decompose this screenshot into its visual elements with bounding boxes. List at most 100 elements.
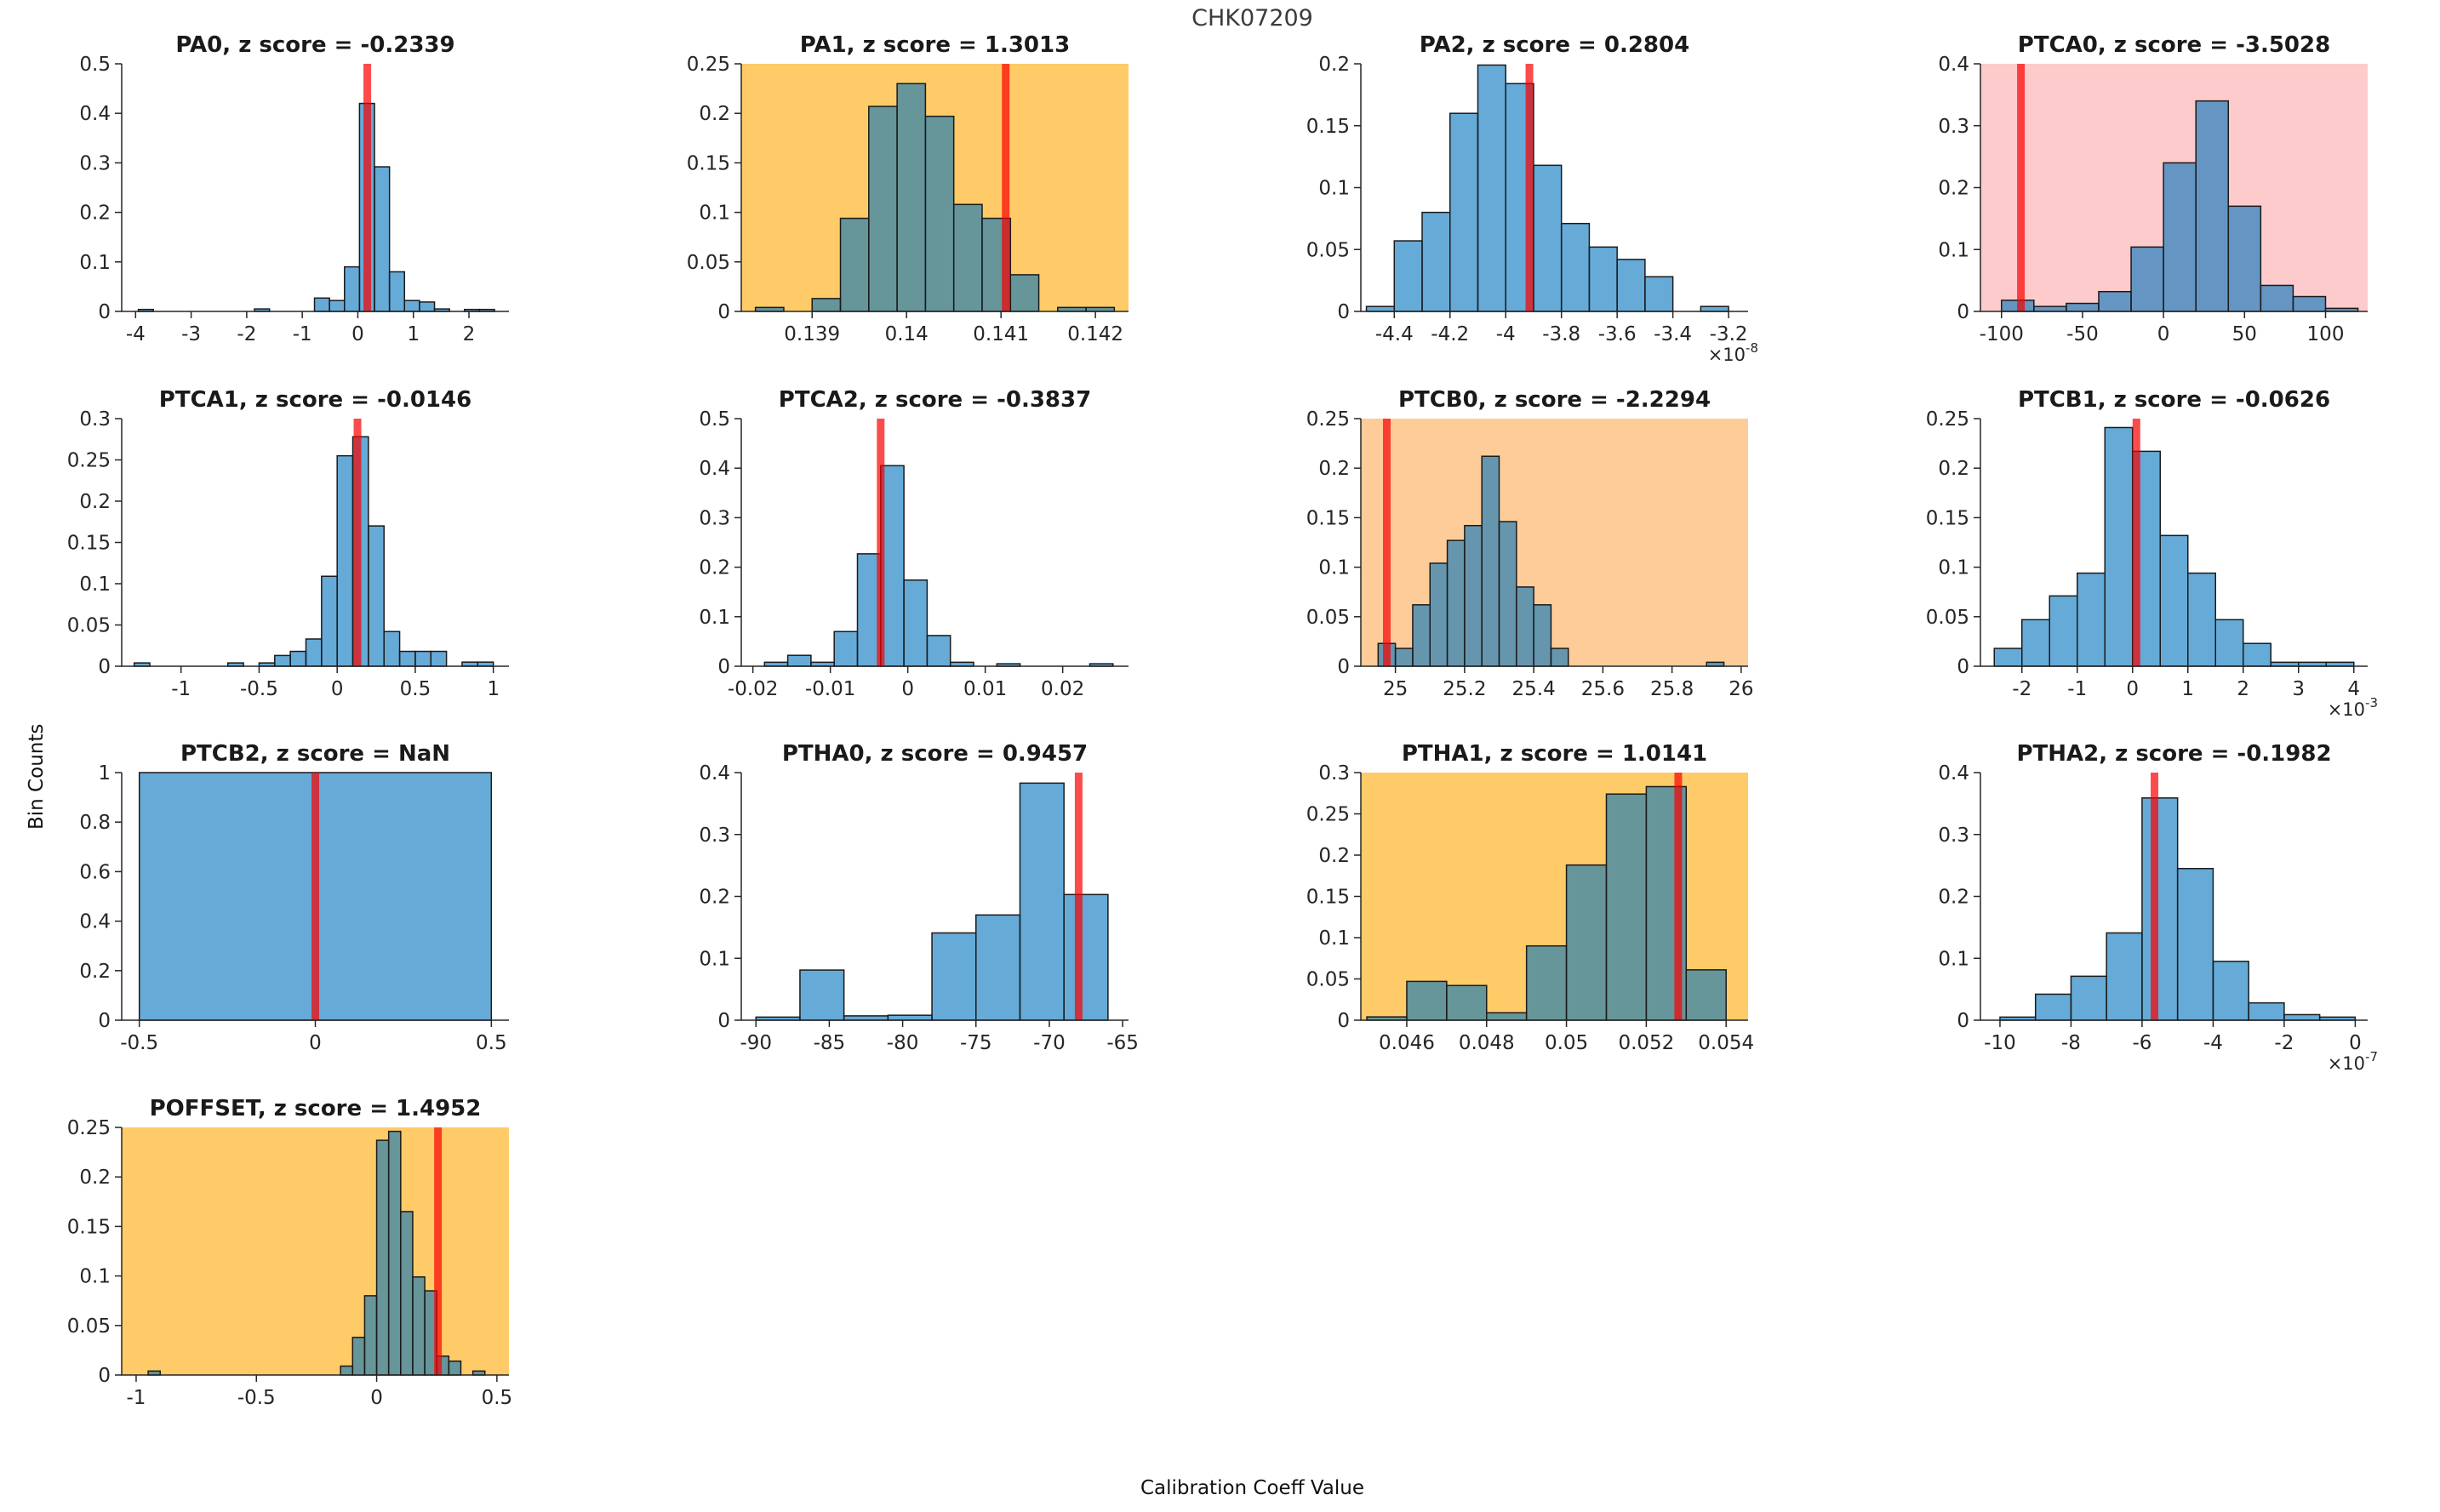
x-tick-label: 0 bbox=[901, 678, 914, 700]
x-tick-label: -75 bbox=[960, 1032, 992, 1054]
x-tick-label: -4.2 bbox=[1431, 323, 1469, 345]
y-tick-label: 0 bbox=[1337, 301, 1350, 323]
y-tick-label: 0.8 bbox=[79, 812, 111, 834]
axes-lines bbox=[121, 419, 509, 667]
histogram-bar bbox=[1616, 259, 1646, 312]
histogram-bar bbox=[1486, 1012, 1528, 1021]
y-tick-label: 0.05 bbox=[687, 252, 730, 274]
x-tick-label: -1 bbox=[2067, 678, 2087, 700]
y-tick-label: 0.15 bbox=[67, 1216, 111, 1238]
subplot-title: PTCA2, z score = -0.3837 bbox=[779, 387, 1091, 413]
x-tick-label: 4 bbox=[2347, 678, 2360, 700]
subplot-PTHA1: 0 0.05 0.1 0.15 0.2 0.25 0.3 0.046 0.048 0.05 0.05… bbox=[1306, 741, 1754, 1054]
histogram-bar bbox=[1446, 984, 1488, 1021]
y-tick-label: 1 bbox=[98, 762, 111, 785]
histogram-bar bbox=[926, 635, 951, 667]
histogram-bar bbox=[344, 265, 361, 312]
histogram-bar bbox=[329, 300, 346, 312]
subplot-PTCA0: 0 0.1 0.2 0.3 0.4 -100 -50 0 50 100 PTCA0, z score… bbox=[1938, 32, 2368, 345]
x-tick-label: 0 bbox=[351, 323, 364, 345]
z-score-line bbox=[353, 419, 362, 666]
subplot-title: POFFSET, z score = 1.4952 bbox=[150, 1096, 482, 1121]
x-tick-label: -3 bbox=[181, 323, 201, 345]
subplot-title: PTHA2, z score = -0.1982 bbox=[2016, 741, 2331, 767]
histogram-bar bbox=[811, 298, 842, 312]
axes-lines bbox=[121, 64, 509, 312]
histogram-bar bbox=[1550, 648, 1569, 667]
histogram-bar bbox=[2195, 100, 2230, 312]
histogram-bar bbox=[2034, 993, 2072, 1021]
x-tick-label: -3.6 bbox=[1598, 323, 1637, 345]
y-tick-label: 0 bbox=[1957, 301, 1969, 323]
histogram-bar bbox=[2260, 284, 2294, 312]
histogram-bar bbox=[2159, 534, 2189, 667]
histogram-bar bbox=[1429, 562, 1449, 667]
x-tick-label: 2 bbox=[2237, 678, 2249, 700]
x-tick-label: -4 bbox=[126, 323, 146, 345]
y-tick-label: 0.1 bbox=[1318, 557, 1350, 579]
histogram-bar bbox=[336, 454, 354, 667]
y-tick-label: 0.3 bbox=[1318, 762, 1350, 785]
y-tick-label: 0.15 bbox=[1306, 116, 1350, 138]
histogram-bar bbox=[887, 1014, 933, 1021]
y-tick-label: 0.3 bbox=[79, 152, 111, 174]
histogram-bar bbox=[305, 638, 323, 667]
histogram-bar bbox=[321, 575, 338, 667]
histogram-bar bbox=[868, 106, 898, 312]
x-tick-label: 50 bbox=[2232, 323, 2257, 345]
histogram-bar bbox=[403, 300, 420, 312]
histogram-bar bbox=[2049, 595, 2078, 667]
x-tick-label: 0 bbox=[2157, 323, 2170, 345]
histogram-bar bbox=[1406, 980, 1448, 1021]
histogram-bar bbox=[1481, 455, 1500, 667]
histogram-bar bbox=[2227, 205, 2262, 312]
axes-lines bbox=[740, 419, 1129, 667]
histogram-bar bbox=[1993, 648, 2023, 667]
subplot-PA0: 0 0.1 0.2 0.3 0.4 0.5 -4 -3 -2 -1 0 1 2 PA0, z score … bbox=[79, 32, 509, 345]
x-tick-label: 100 bbox=[2307, 323, 2345, 345]
y-tick-label: 0.15 bbox=[67, 533, 111, 555]
y-tick-label: 0.2 bbox=[1318, 54, 1350, 76]
y-tick-label: 0 bbox=[717, 1010, 730, 1032]
x-axis-exponent-power: -3 bbox=[2365, 695, 2378, 710]
x-tick-label: -0.5 bbox=[120, 1032, 158, 1054]
x-tick-label: 1 bbox=[2181, 678, 2194, 700]
subplot-title: PTHA0, z score = 0.9457 bbox=[782, 741, 1088, 767]
y-tick-label: 0 bbox=[1337, 656, 1350, 678]
histogram-bar bbox=[419, 301, 436, 312]
subplot-title: PTCB2, z score = NaN bbox=[180, 741, 450, 767]
x-axis-label: Calibration Coeff Value bbox=[1140, 1477, 1365, 1499]
subplot-title: PTHA1, z score = 1.0141 bbox=[1402, 741, 1707, 767]
x-tick-label: -85 bbox=[814, 1032, 846, 1054]
y-tick-label: 0.1 bbox=[1318, 927, 1350, 950]
y-tick-label: 0.2 bbox=[1938, 458, 1969, 480]
histogram-bar bbox=[786, 654, 812, 667]
y-tick-label: 0 bbox=[98, 656, 111, 678]
histogram-bar bbox=[843, 1015, 889, 1021]
x-tick-label: -2 bbox=[2012, 678, 2031, 700]
subplot-title: PTCA0, z score = -3.5028 bbox=[2018, 32, 2330, 58]
z-score-line bbox=[1525, 64, 1534, 311]
y-tick-label: 0.05 bbox=[67, 1315, 111, 1338]
y-tick-label: 0 bbox=[1337, 1010, 1350, 1032]
histogram-bar bbox=[2130, 246, 2164, 312]
y-tick-label: 0.2 bbox=[699, 887, 730, 909]
y-tick-label: 0.25 bbox=[67, 1117, 111, 1139]
histogram-bar bbox=[351, 1337, 366, 1376]
z-score-line bbox=[2132, 419, 2140, 666]
x-tick-label: -3.2 bbox=[1710, 323, 1748, 345]
y-tick-label: 0.25 bbox=[687, 54, 730, 76]
x-tick-label: -50 bbox=[2066, 323, 2099, 345]
y-tick-label: 0.5 bbox=[79, 54, 111, 76]
z-score-line bbox=[2017, 64, 2026, 311]
x-tick-label: 0.052 bbox=[1618, 1032, 1674, 1054]
subplot-title: PA0, z score = -0.2339 bbox=[175, 32, 454, 58]
histogram-bar bbox=[1560, 222, 1591, 312]
y-axis-label: Bin Counts bbox=[26, 723, 48, 830]
x-tick-label: -6 bbox=[2132, 1032, 2151, 1054]
x-tick-label: -80 bbox=[887, 1032, 919, 1054]
histogram-bar bbox=[1393, 240, 1423, 312]
z-score-line bbox=[1382, 419, 1391, 666]
x-axis-exponent: ×10-7 bbox=[2328, 1049, 2378, 1074]
